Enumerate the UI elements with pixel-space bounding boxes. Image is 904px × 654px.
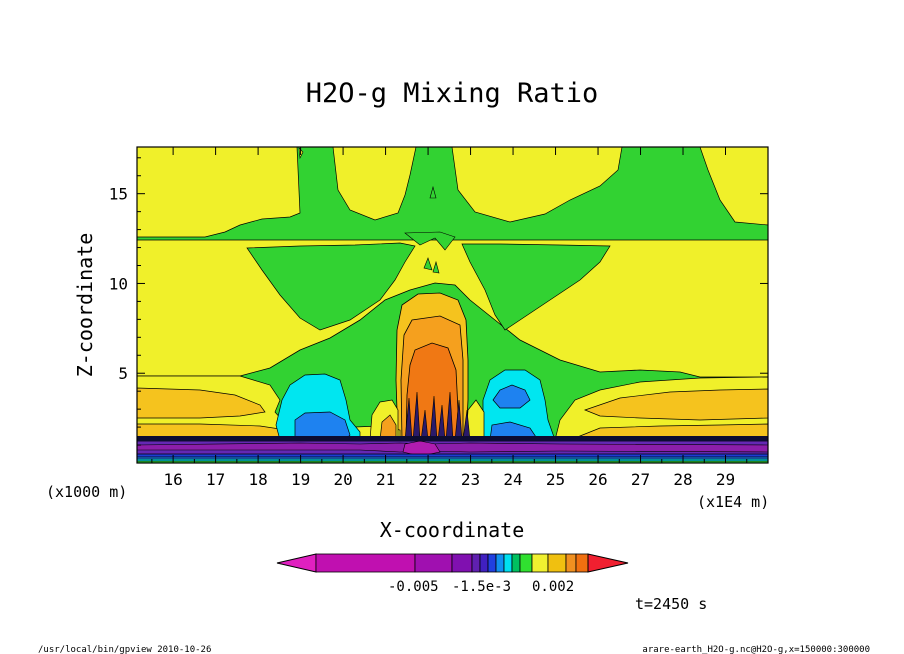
colorbar-segment: [487, 553, 497, 573]
plot-frame: [136, 146, 769, 464]
colorbar-tick-label: -0.005: [388, 579, 439, 595]
y-tick-label: 5: [118, 364, 128, 383]
footer-right: arare-earth_H2O-g.nc@H2O-g,x=150000:3000…: [642, 645, 870, 654]
y-tick-label: 15: [109, 185, 128, 204]
x-tick-label: 28: [673, 470, 692, 489]
colorbar-segment: [495, 553, 505, 573]
x-tick-label: 26: [588, 470, 607, 489]
contour-right-blue: [492, 384, 531, 409]
contour-green-dots: [423, 257, 440, 274]
x-tick-label: 24: [503, 470, 522, 489]
band-violet: [137, 442, 768, 453]
contour-upper-far-right-yellow: [699, 147, 768, 226]
colorbar-tick-label: -1.5e-3: [452, 579, 511, 595]
x-tick-label: 20: [333, 470, 352, 489]
axes: 16 17 18 19 20 21 22 23 24 25 26 27 28 29 5 10 15: [109, 147, 768, 489]
band-dark-navy: [137, 436, 768, 441]
x-tick-label: 19: [291, 470, 310, 489]
contour-right-green-wing: [461, 243, 611, 331]
contour-left-green-wing: [246, 242, 416, 331]
contour-field: [137, 147, 768, 463]
colorbar-segment: [479, 553, 489, 573]
x-tick-label: 16: [163, 470, 182, 489]
x-tick-label: 18: [248, 470, 267, 489]
x-tick-label: 17: [206, 470, 225, 489]
contour-upper-left-yellow: [137, 147, 301, 238]
colorbar-segment: [315, 553, 416, 573]
x-tick-label: 23: [461, 470, 480, 489]
contour-right-gold-band: [583, 388, 768, 421]
x-tick-label: 27: [631, 470, 650, 489]
band-blue: [137, 457, 768, 459]
footer-left: /usr/local/bin/gpview 2010-10-26: [38, 645, 211, 654]
y-axis-title: Z-coordinate: [73, 233, 97, 378]
colorbar-segment: [451, 553, 473, 573]
x-axis-title: X-coordinate: [380, 518, 525, 542]
contour-column-spikes: [404, 391, 471, 441]
colorbar: [276, 553, 629, 573]
contour-thin-spike: [429, 185, 437, 199]
colorbar-segment: [511, 553, 521, 573]
contour-upper-mid-yellow: [332, 147, 417, 221]
x-tick-label: 25: [546, 470, 565, 489]
colorbar-segment: [531, 553, 549, 573]
colorbar-tick-label: 0.002: [532, 579, 574, 595]
colorbar-low-triangle: [276, 553, 317, 573]
x-tick-label: 21: [376, 470, 395, 489]
colorbar-segment: [565, 553, 577, 573]
contour-upper-right-yellow: [451, 147, 623, 223]
colorbar-segment: [547, 553, 567, 573]
boundary-contour-lines: [137, 436, 768, 462]
colorbar-segment: [471, 553, 481, 573]
y-tick-label: 10: [109, 274, 128, 293]
x-unit-right: (x1E4 m): [697, 493, 769, 511]
x-unit-left: (x1000 m): [46, 483, 127, 501]
colorbar-segment: [414, 553, 453, 573]
x-tick-label: 29: [716, 470, 735, 489]
colorbar-segment: [575, 553, 589, 573]
x-tick-label: 22: [418, 470, 437, 489]
band-darkblue: [137, 454, 768, 457]
colorbar-segment: [503, 553, 513, 573]
band-green-bottom: [137, 461, 768, 463]
chart-title: H2O-g Mixing Ratio: [306, 78, 599, 109]
contour-left-gold-band: [137, 387, 266, 419]
colorbar-segment: [519, 553, 533, 573]
band-cyan: [137, 459, 768, 461]
contour-green-notch: [404, 231, 456, 251]
colorbar-high-triangle: [587, 553, 629, 573]
time-label: t=2450 s: [635, 595, 707, 613]
